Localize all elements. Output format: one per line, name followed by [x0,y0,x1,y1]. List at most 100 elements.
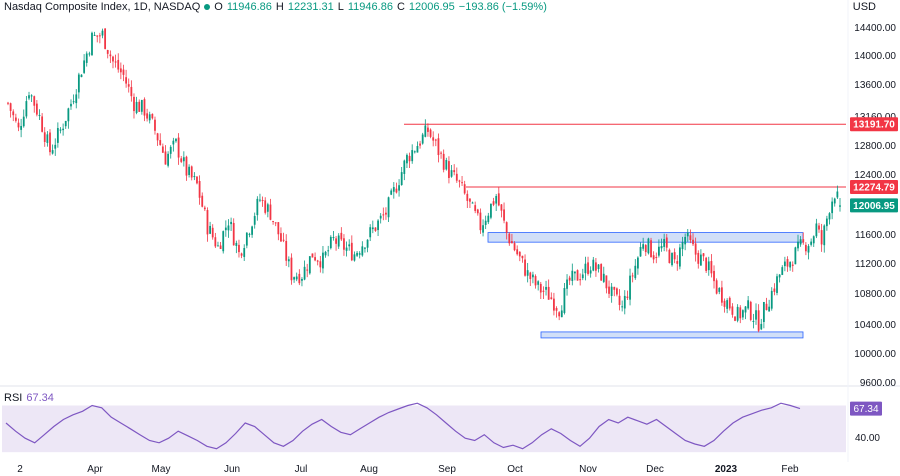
candle-body [35,103,38,115]
candle-body [306,269,309,271]
candle-body [723,300,726,307]
candle-body [568,277,571,281]
candle-body [175,138,177,142]
candle-body [96,35,99,37]
candle-body [70,103,72,107]
candle-body [282,239,285,241]
candle-body [676,261,679,264]
candle-body [369,227,372,238]
candle-body [180,158,183,162]
candle-body [720,287,723,303]
candle-body [424,125,427,137]
candle-body [356,252,358,256]
candle-body [560,310,563,318]
candle-body [133,96,135,112]
candle-body [72,101,75,103]
price-badge-resistance[interactable] [850,117,898,132]
candle-body [400,172,403,186]
candle-body [655,257,658,259]
zone-support-resistance[interactable] [487,232,804,243]
change-value: −193.86 (−1.59%) [458,1,547,13]
zone-support[interactable] [540,331,804,339]
candle-body [335,238,337,244]
candle-body [408,155,411,162]
candle-body [825,218,828,227]
candle-body [715,280,718,294]
candle-body [324,251,327,256]
candle-body [243,248,246,257]
candle-body [432,137,435,141]
candle-body [172,140,175,145]
candle-body [639,246,642,257]
candle-body [232,222,235,246]
candle-body [49,132,51,153]
candle-body [287,259,290,262]
candle-body [810,241,813,245]
candle-body [484,220,487,225]
candle-body [217,245,219,247]
candle-body [482,225,484,233]
rsi-value-badge[interactable] [850,401,882,416]
candle-body [230,221,232,225]
candle-body [542,290,545,292]
candle-body [839,205,841,207]
candle-body [125,77,128,84]
candle-body [713,270,715,282]
symbol-title[interactable]: Nasdaq Composite Index, 1D, NASDAQ [4,1,201,13]
candle-body [75,94,78,104]
candle-body [770,290,773,309]
rsi-line[interactable] [5,402,801,450]
candle-body [77,74,80,93]
candle-body [718,287,721,292]
rsi-value-badge-label: 67.34 [853,404,878,415]
candle-body [182,157,185,162]
candle-body [731,306,734,315]
candle-body [85,53,88,63]
candle-body [332,237,335,239]
candle-body [437,138,440,156]
rsi-title[interactable]: RSI [4,392,23,404]
candle-body [660,246,663,249]
candle-body [807,246,810,253]
candle-body [602,273,605,282]
candle-body [130,86,133,97]
candle-body [272,220,274,222]
candle-body [558,312,561,317]
price-tick-label: 13600.00 [854,80,896,91]
rsi-legend-value: 67.34 [26,392,54,404]
time-tick-label: Nov [579,464,597,475]
candle-body [154,119,156,131]
candle-body [7,102,9,104]
candle-body [702,253,705,257]
candle-body [833,198,836,204]
candle-body [235,242,238,246]
candle-body [14,117,17,121]
candle-body [671,253,673,266]
candle-body [201,195,204,207]
candle-body [678,247,681,267]
candle-body [374,227,377,231]
candle-body [516,249,519,255]
candle-body [28,95,30,99]
time-tick-label: 2 [17,464,23,475]
candle-body [566,279,568,289]
candle-body [140,100,143,112]
price-badge-resistance[interactable] [850,180,898,195]
candle-body [12,111,15,116]
candle-body [534,276,537,286]
candle-body [818,225,820,230]
candle-body [681,242,684,250]
price-badge-label: 12006.95 [853,201,895,212]
candle-body [684,236,687,245]
candle-body [781,267,784,275]
candle-body [151,113,154,119]
candle-body [285,240,288,261]
candle-body [253,216,256,225]
candle-body [308,256,311,274]
candle-body [214,237,217,247]
candle-body [280,233,282,242]
candle-body [290,257,293,281]
price-badge-last[interactable] [850,198,898,213]
candle-body [185,156,188,176]
